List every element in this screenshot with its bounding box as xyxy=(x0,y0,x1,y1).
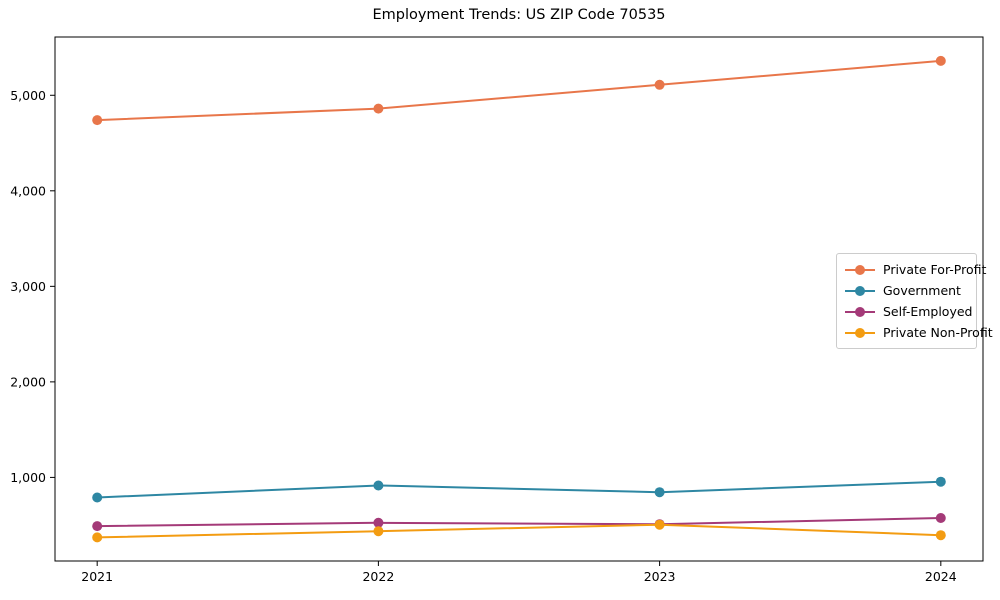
x-tick-label: 2024 xyxy=(925,569,957,584)
data-point xyxy=(92,492,103,503)
data-point xyxy=(373,103,384,114)
data-point xyxy=(92,532,103,543)
legend-line-marker-icon xyxy=(845,264,875,275)
y-tick-label: 5,000 xyxy=(10,88,46,103)
legend: Private For-Profit Government Self-Employe… xyxy=(836,253,993,349)
data-point xyxy=(373,526,384,537)
legend-item: Government xyxy=(844,280,968,301)
legend-line-marker-icon xyxy=(845,285,875,296)
x-tick-label: 2022 xyxy=(362,569,394,584)
data-point xyxy=(373,480,384,491)
data-point xyxy=(654,519,665,530)
x-tick-label: 2021 xyxy=(81,569,113,584)
series-line-3 xyxy=(96,523,942,539)
y-tick-label: 1,000 xyxy=(10,470,46,485)
data-point xyxy=(935,476,946,487)
data-point xyxy=(654,487,665,498)
x-tick-label: 2023 xyxy=(644,569,676,584)
legend-line-marker-icon xyxy=(845,306,875,317)
data-point xyxy=(654,79,665,90)
series-line-1 xyxy=(96,480,942,499)
legend-line-marker-icon xyxy=(845,327,875,338)
y-tick-label: 4,000 xyxy=(10,183,46,198)
legend-label: Government xyxy=(883,283,961,298)
plot-border xyxy=(54,36,984,562)
y-tick-label: 2,000 xyxy=(10,374,46,389)
legend-item: Private Non-Profit xyxy=(844,322,993,343)
data-point xyxy=(935,530,946,541)
data-point xyxy=(373,517,384,528)
legend-label: Private For-Profit xyxy=(883,262,987,277)
y-tick-label: 3,000 xyxy=(10,279,46,294)
legend-label: Self-Employed xyxy=(883,304,973,319)
series-line-2 xyxy=(96,517,942,528)
chart-title: Employment Trends: US ZIP Code 70535 xyxy=(372,7,666,23)
legend-label: Private Non-Profit xyxy=(883,325,993,340)
data-point xyxy=(92,521,103,532)
data-point xyxy=(92,115,103,126)
legend-item: Private For-Profit xyxy=(844,259,986,280)
data-point xyxy=(935,55,946,66)
legend-item: Self-Employed xyxy=(844,301,972,322)
data-point xyxy=(935,513,946,523)
series-line-0 xyxy=(96,59,942,122)
